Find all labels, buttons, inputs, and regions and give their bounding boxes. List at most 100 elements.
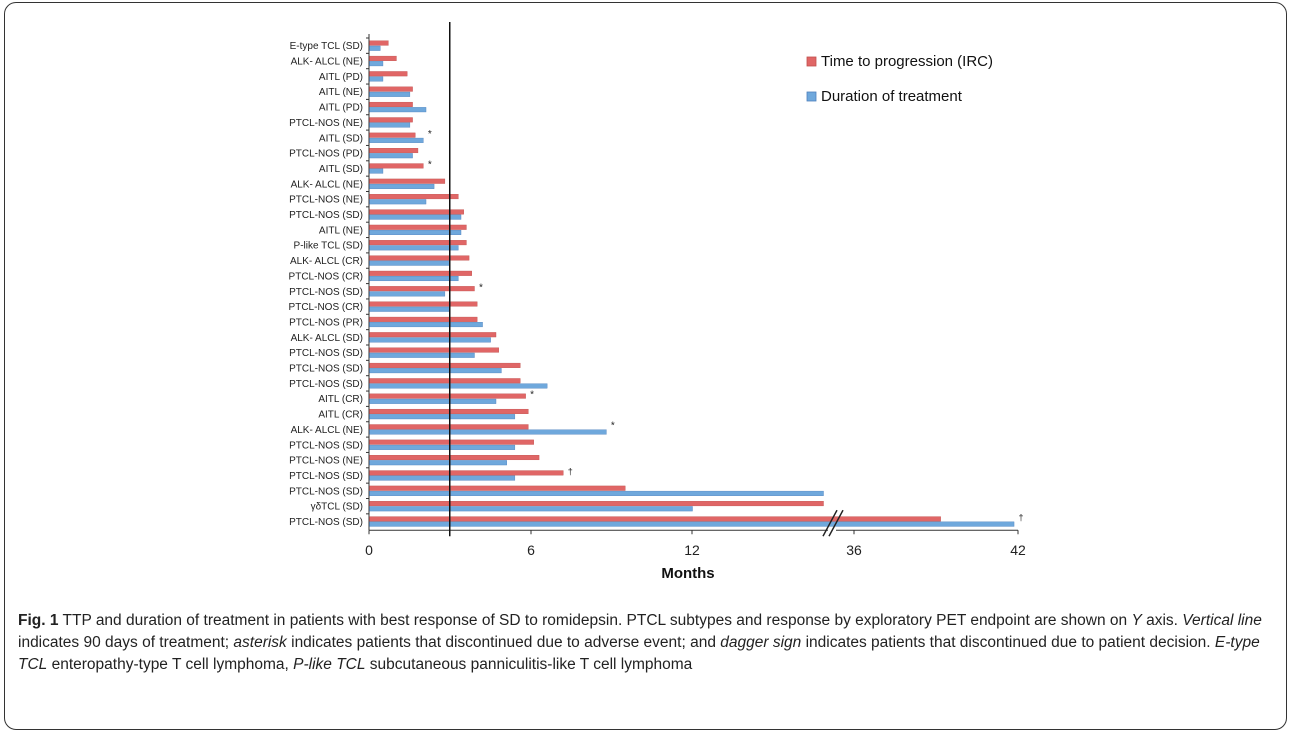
axis-break-mark xyxy=(828,509,844,537)
ttp-bar xyxy=(369,516,941,522)
duration-bar xyxy=(369,137,424,143)
figure-frame xyxy=(4,2,1287,730)
ttp-bar xyxy=(369,393,526,399)
x-tick-label: 42 xyxy=(1010,542,1026,558)
figure-caption: Fig. 1 TTP and duration of treatment in … xyxy=(18,612,1262,673)
duration-bar xyxy=(369,475,516,481)
y-tick-label: PTCL-NOS (SD) xyxy=(289,287,363,298)
discontinuation-marker: * xyxy=(611,420,615,431)
bar-chart: E-type TCL (SD) ALK- ALCL (NE) AITL (PD) AI… xyxy=(289,22,1026,582)
duration-bar xyxy=(369,153,413,159)
x-tick-label: 0 xyxy=(365,542,373,558)
ttp-bar xyxy=(369,194,459,200)
y-tick-label: PTCL-NOS (SD) xyxy=(289,348,363,359)
ttp-bar xyxy=(369,439,534,445)
duration-bar xyxy=(369,214,462,220)
axis-break-mark xyxy=(822,509,838,537)
duration-bar xyxy=(369,444,516,450)
y-tick-label: E-type TCL (SD) xyxy=(290,41,363,52)
ttp-bar xyxy=(369,71,408,77)
y-tick-label: AITL (CR) xyxy=(318,410,363,421)
discontinuation-marker: † xyxy=(1019,513,1024,523)
ttp-bar xyxy=(369,132,416,138)
y-tick-label: PTCL-NOS (SD) xyxy=(289,379,363,390)
legend-swatch-ttp xyxy=(806,56,817,67)
duration-bar xyxy=(369,199,427,205)
y-tick-label: PTCL-NOS (SD) xyxy=(289,210,363,221)
discontinuation-marker: * xyxy=(479,282,483,293)
x-tick-label: 6 xyxy=(527,542,535,558)
duration-bar xyxy=(369,61,384,67)
duration-bar xyxy=(369,352,475,358)
ttp-bar xyxy=(369,240,467,246)
ttp-bar xyxy=(369,178,446,184)
y-tick-label: ALK- ALCL (NE) xyxy=(291,179,363,190)
y-tick-label: ALK- ALCL (CR) xyxy=(290,256,363,267)
y-tick-label: AITL (SD) xyxy=(319,164,363,175)
ttp-bar xyxy=(369,148,419,154)
ttp-bar xyxy=(369,455,540,461)
duration-bar xyxy=(369,91,411,97)
duration-bar xyxy=(369,183,435,189)
legend-swatch-duration xyxy=(806,91,817,102)
y-tick-label: PTCL-NOS (CR) xyxy=(289,302,363,313)
y-tick-label: PTCL-NOS (PD) xyxy=(289,149,363,160)
duration-bar xyxy=(369,306,451,312)
figure-label: Fig. 1 xyxy=(18,612,59,629)
duration-bar xyxy=(369,76,384,82)
duration-bar xyxy=(369,521,1015,527)
y-tick-label: γδTCL (SD) xyxy=(311,502,363,513)
duration-bar xyxy=(369,276,459,282)
ttp-bar xyxy=(369,286,475,292)
y-tick-label: PTCL-NOS (SD) xyxy=(289,471,363,482)
duration-bar xyxy=(369,429,607,435)
ttp-bar xyxy=(369,86,413,92)
y-tick-label: AITL (NE) xyxy=(319,87,363,98)
y-tick-label: PTCL-NOS (NE) xyxy=(289,456,363,467)
ttp-bar xyxy=(369,424,529,430)
ttp-bar xyxy=(369,117,413,123)
duration-bar xyxy=(369,291,446,297)
x-tick-label: 12 xyxy=(684,542,700,558)
y-tick-label: PTCL-NOS (SD) xyxy=(289,517,363,528)
ttp-bar xyxy=(369,362,521,368)
discontinuation-marker: † xyxy=(568,466,573,476)
ttp-bar xyxy=(369,209,464,215)
duration-bar xyxy=(369,245,459,251)
y-tick-label: ALK- ALCL (NE) xyxy=(291,425,363,436)
y-tick-label: PTCL-NOS (PR) xyxy=(289,317,363,328)
duration-bar xyxy=(369,107,427,113)
duration-bar xyxy=(369,229,462,235)
duration-bar xyxy=(369,45,381,51)
y-tick-label: PTCL-NOS (CR) xyxy=(289,271,363,282)
y-tick-label: AITL (PD) xyxy=(319,103,363,114)
ttp-bar xyxy=(369,378,521,384)
y-tick-label: ALK- ALCL (SD) xyxy=(291,333,363,344)
duration-bar xyxy=(369,337,491,343)
y-tick-label: AITL (CR) xyxy=(318,394,363,405)
duration-bar xyxy=(369,460,507,466)
duration-bar xyxy=(369,122,411,128)
discontinuation-marker: * xyxy=(428,129,432,140)
ttp-bar xyxy=(369,163,424,169)
y-tick-label: PTCL-NOS (SD) xyxy=(289,440,363,451)
y-tick-label: AITL (PD) xyxy=(319,72,363,83)
ttp-bar xyxy=(369,470,564,476)
duration-bar xyxy=(369,506,693,512)
ttp-bar xyxy=(369,55,397,61)
x-axis-label: Months xyxy=(661,565,714,582)
y-tick-label: AITL (SD) xyxy=(319,133,363,144)
duration-bar xyxy=(369,490,824,496)
duration-bar xyxy=(369,260,451,266)
legend-label: Duration of treatment xyxy=(821,88,963,105)
duration-bar xyxy=(369,322,483,328)
ttp-bar xyxy=(369,316,478,322)
y-tick-label: AITL (NE) xyxy=(319,225,363,236)
duration-bar xyxy=(369,368,502,374)
ttp-bar xyxy=(369,332,497,338)
duration-bar xyxy=(369,414,516,420)
ttp-bar xyxy=(369,224,467,230)
y-tick-label: PTCL-NOS (NE) xyxy=(289,118,363,129)
ttp-bar xyxy=(369,347,499,353)
ttp-bar xyxy=(369,301,478,307)
